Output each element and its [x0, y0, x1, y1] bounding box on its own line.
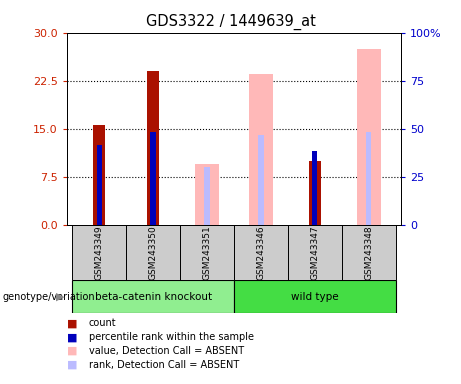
- Bar: [180, 225, 234, 280]
- Bar: [357, 49, 381, 225]
- Bar: [147, 71, 159, 225]
- Text: ■: ■: [67, 346, 77, 356]
- Text: GSM243347: GSM243347: [310, 225, 319, 280]
- Bar: [204, 167, 210, 225]
- Bar: [96, 145, 102, 225]
- Text: GSM243350: GSM243350: [148, 225, 158, 280]
- Text: GDS3322 / 1449639_at: GDS3322 / 1449639_at: [146, 13, 315, 30]
- Text: GSM243351: GSM243351: [202, 225, 212, 280]
- Bar: [72, 280, 234, 313]
- Text: percentile rank within the sample: percentile rank within the sample: [89, 332, 254, 342]
- Bar: [288, 225, 342, 280]
- Text: GSM243348: GSM243348: [364, 225, 373, 280]
- Bar: [342, 225, 396, 280]
- Bar: [366, 132, 372, 225]
- Text: genotype/variation: genotype/variation: [2, 292, 95, 302]
- Text: GSM243346: GSM243346: [256, 225, 266, 280]
- Bar: [249, 74, 273, 225]
- Text: value, Detection Call = ABSENT: value, Detection Call = ABSENT: [89, 346, 244, 356]
- Text: ▶: ▶: [56, 292, 64, 302]
- Text: GSM243349: GSM243349: [95, 225, 104, 280]
- Bar: [258, 135, 264, 225]
- Text: rank, Detection Call = ABSENT: rank, Detection Call = ABSENT: [89, 360, 239, 370]
- Bar: [309, 161, 321, 225]
- Text: wild type: wild type: [291, 291, 339, 302]
- Bar: [195, 164, 219, 225]
- Text: beta-catenin knockout: beta-catenin knockout: [95, 291, 212, 302]
- Bar: [150, 132, 156, 225]
- Bar: [234, 225, 288, 280]
- Text: ■: ■: [67, 332, 77, 342]
- Bar: [312, 151, 318, 225]
- Bar: [72, 225, 126, 280]
- Text: count: count: [89, 318, 117, 328]
- Bar: [126, 225, 180, 280]
- Text: ■: ■: [67, 318, 77, 328]
- Bar: [234, 280, 396, 313]
- Text: ■: ■: [67, 360, 77, 370]
- Bar: [93, 126, 105, 225]
